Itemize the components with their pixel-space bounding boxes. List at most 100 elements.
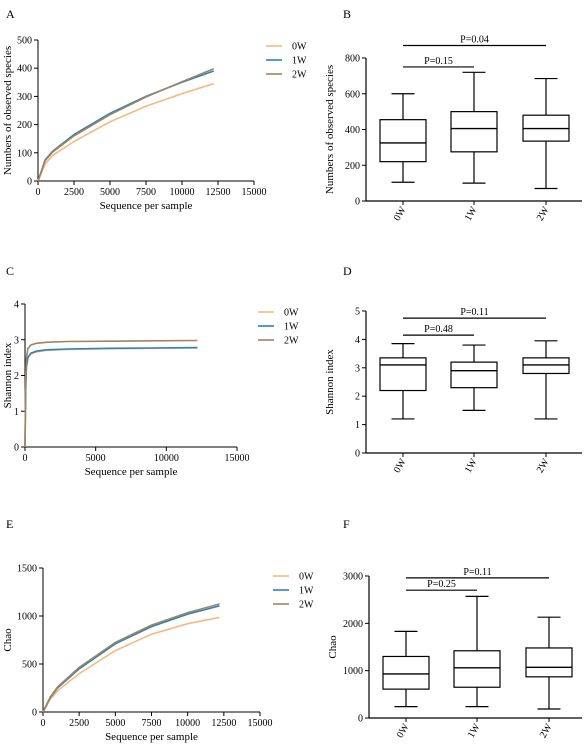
box-1w [450, 71, 498, 184]
y-tick-label: 500 [22, 660, 37, 671]
legend-label: 0W [284, 308, 299, 319]
iqr-box [382, 655, 430, 690]
iqr-box [450, 361, 498, 389]
y-axis-label: Chao [2, 628, 14, 652]
x-tick-label: 0 [36, 187, 41, 198]
panel-letter: C [6, 264, 14, 278]
y-axis-label: Chao [327, 635, 339, 659]
panel-c: C 0 1 2 3 4 0 5000 10000 15000 Sequence per sample… [2, 264, 299, 478]
box-1w [450, 344, 498, 411]
p-value-label: P=0.04 [460, 34, 489, 45]
x-axis-label: Sequence per sample [105, 731, 198, 743]
y-tick-label: 2 [14, 371, 19, 382]
p-value-label: P=0.11 [463, 567, 491, 578]
legend-label: 1W [292, 56, 307, 67]
y-tick-label: 2 [355, 392, 360, 403]
legend-label: 2W [299, 600, 314, 611]
y-tick-label: 600 [345, 89, 360, 100]
x-tick-label: 2W [535, 205, 552, 223]
legend-label: 2W [292, 70, 307, 81]
x-tick-label: 5000 [86, 453, 106, 464]
y-tick-label: 5 [355, 307, 360, 318]
y-tick-label: 1000 [343, 666, 363, 677]
series-line-0w [37, 82, 214, 182]
x-tick-label: 7500 [136, 187, 156, 198]
y-tick-label: 4 [355, 335, 360, 346]
x-tick-label: 10000 [170, 187, 195, 198]
iqr-box [450, 111, 498, 153]
x-tick-label: 5000 [100, 187, 120, 198]
iqr-box [379, 357, 427, 392]
x-tick-label: 1W [463, 205, 480, 223]
x-tick-label: 1W [463, 457, 480, 475]
y-tick-label: 1 [14, 407, 19, 418]
x-tick-label: 10000 [154, 453, 179, 464]
series-line-2w [24, 339, 198, 448]
panel-d: D 0 1 2 3 4 5 Shannon index 0W 1W 2W P=0.48 P=0.11 [324, 264, 582, 475]
x-axis-label: Sequence per sample [85, 466, 178, 478]
x-axis-label: Sequence per sample [100, 200, 193, 212]
legend-label: 2W [284, 336, 299, 347]
panel-letter: A [6, 7, 15, 21]
y-tick-label: 400 [345, 125, 360, 136]
y-axis-label: Numbers of observed species [324, 65, 336, 194]
y-tick-label: 2000 [343, 619, 363, 630]
iqr-box [525, 647, 573, 678]
box-0w [379, 93, 427, 183]
legend-label: 0W [299, 572, 314, 583]
series-line-1w [24, 346, 198, 448]
y-tick-label: 0 [358, 714, 363, 725]
x-tick-label: 10000 [175, 718, 200, 729]
iqr-box [522, 357, 570, 375]
x-tick-label: 5000 [105, 718, 125, 729]
series-line-2w [42, 603, 220, 713]
panel-letter: B [343, 7, 351, 21]
y-tick-label: 400 [17, 64, 32, 75]
box-0w [382, 630, 430, 708]
y-tick-label: 100 [17, 148, 32, 159]
x-tick-label: 2W [535, 457, 552, 475]
series-line-0w [24, 347, 198, 448]
y-tick-label: 200 [345, 161, 360, 172]
panel-f: F 0 1000 2000 3000 Chao 0W 1W 2W P=0.25 P=0.11 [327, 517, 582, 740]
x-tick-label: 0 [23, 453, 28, 464]
y-axis-label: Shannon index [324, 349, 336, 415]
panel-letter: D [343, 264, 352, 278]
legend-label: 1W [284, 322, 299, 333]
p-value-label: P=0.15 [424, 56, 453, 67]
box-2w [522, 77, 570, 190]
panel-letter: F [343, 517, 350, 531]
y-tick-label: 4 [14, 300, 19, 311]
y-tick-label: 300 [17, 92, 32, 103]
x-tick-label: 15000 [242, 187, 267, 198]
y-tick-label: 200 [17, 120, 32, 131]
panel-letter: E [6, 517, 13, 531]
y-tick-label: 1000 [17, 612, 37, 623]
series-line-0w [42, 616, 220, 713]
x-tick-label: 0W [392, 205, 409, 223]
y-tick-label: 3 [14, 335, 19, 346]
y-tick-label: 0 [32, 708, 37, 719]
p-value-label: P=0.25 [427, 579, 456, 590]
x-tick-label: 15000 [225, 453, 250, 464]
y-axis-label: Shannon index [2, 342, 14, 408]
series-line-1w [42, 605, 220, 713]
box-1w [453, 595, 501, 708]
y-tick-label: 0 [355, 449, 360, 460]
x-tick-label: 2W [538, 722, 555, 740]
series-line-2w [37, 68, 215, 182]
y-tick-label: 1 [355, 420, 360, 431]
y-tick-label: 0 [27, 177, 32, 188]
x-tick-label: 0W [392, 457, 409, 475]
legend-label: 1W [299, 586, 314, 597]
y-tick-label: 3000 [343, 572, 363, 583]
x-tick-label: 0 [41, 718, 46, 729]
x-tick-label: 12500 [206, 187, 231, 198]
y-tick-label: 1500 [17, 564, 37, 575]
y-tick-label: 800 [345, 54, 360, 65]
y-axis-label: Numbers of observed species [2, 46, 14, 175]
x-tick-label: 7500 [142, 718, 162, 729]
y-tick-label: 0 [14, 443, 19, 454]
